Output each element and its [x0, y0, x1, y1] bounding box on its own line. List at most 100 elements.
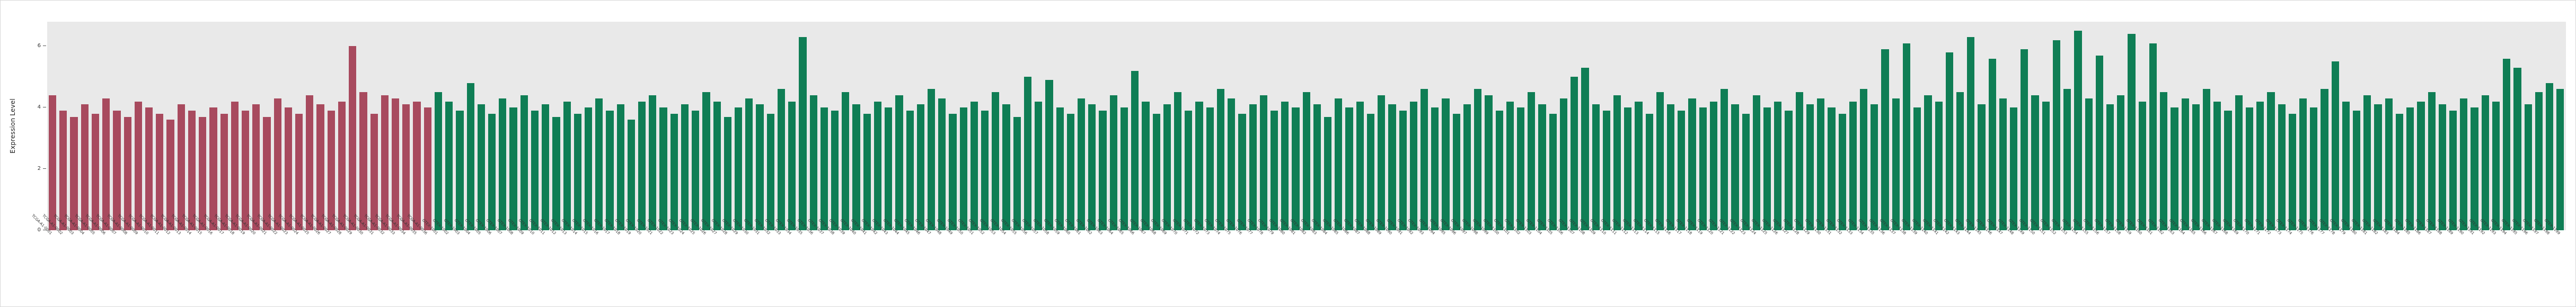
bar	[2095, 55, 2103, 230]
bar	[2545, 83, 2554, 230]
bar	[91, 113, 100, 230]
bar	[1281, 101, 1289, 230]
bar	[745, 98, 753, 230]
bar	[231, 101, 239, 230]
bar	[1967, 37, 1975, 230]
bar	[81, 104, 89, 230]
bar	[2278, 104, 2286, 230]
y-tick-label: 0	[37, 227, 41, 233]
bar	[638, 101, 646, 230]
bar	[1228, 98, 1236, 230]
bar	[1881, 49, 1889, 230]
bar	[959, 107, 967, 230]
bar	[2321, 89, 2328, 230]
bar	[1752, 95, 1760, 230]
bar	[2267, 92, 2275, 230]
bar	[2299, 98, 2307, 230]
bar	[1709, 101, 1718, 230]
bar	[2428, 92, 2436, 230]
bar	[2106, 104, 2114, 230]
bar	[1399, 111, 1407, 230]
bar	[1913, 107, 1921, 230]
bar	[2342, 101, 2350, 230]
bar	[2395, 113, 2404, 230]
bar	[1035, 101, 1043, 230]
y-tick-label: 2	[37, 166, 41, 172]
bar	[2406, 107, 2414, 230]
bar	[1259, 95, 1267, 230]
bar	[1549, 113, 1557, 230]
bar	[2117, 95, 2125, 230]
bar	[1078, 98, 1086, 230]
bar	[316, 104, 324, 230]
bar	[2363, 95, 2371, 230]
bar	[1978, 104, 1986, 230]
bar	[1924, 95, 1932, 230]
bar	[595, 98, 603, 230]
bar	[1516, 107, 1525, 230]
bar	[1892, 98, 1900, 230]
bar	[1859, 89, 1868, 230]
bar	[1945, 52, 1953, 230]
bar	[1195, 101, 1203, 230]
bar	[1699, 107, 1707, 230]
bar	[842, 92, 850, 230]
bar	[1678, 111, 1686, 230]
bar	[992, 92, 1000, 230]
bar	[392, 98, 400, 230]
bar	[1613, 95, 1621, 230]
bar	[1463, 104, 1471, 230]
bar	[2245, 107, 2254, 230]
bar	[2052, 40, 2061, 230]
bar	[1838, 113, 1846, 230]
y-tick-label: 4	[37, 104, 41, 111]
bar	[1421, 89, 1428, 230]
bar	[1366, 113, 1375, 230]
bar	[1742, 113, 1750, 230]
bar	[1056, 107, 1064, 230]
bar	[1002, 104, 1010, 230]
bar	[1871, 104, 1878, 230]
bar	[2492, 101, 2500, 230]
bar	[552, 116, 560, 230]
bar	[349, 46, 357, 230]
bar	[1378, 95, 1386, 230]
bar	[1131, 70, 1139, 230]
bar	[1356, 101, 1364, 230]
bar	[970, 101, 978, 230]
bar	[284, 107, 293, 230]
bar	[2438, 104, 2446, 230]
y-axis: 0 2 4 6	[1, 22, 47, 233]
bar	[1774, 101, 1782, 230]
bar	[2128, 34, 2136, 230]
bar	[1013, 116, 1021, 230]
bar	[145, 107, 153, 230]
bar	[1409, 101, 1417, 230]
bar	[413, 101, 421, 230]
bar	[1142, 101, 1150, 230]
bar	[713, 101, 721, 230]
bar	[2535, 92, 2543, 230]
bar	[681, 104, 689, 230]
bar	[1602, 111, 1610, 230]
bar	[220, 113, 228, 230]
bar	[1506, 101, 1514, 230]
bar	[499, 98, 507, 230]
bar	[584, 107, 593, 230]
bar	[831, 111, 839, 230]
bar	[2138, 101, 2146, 230]
bar	[1559, 98, 1568, 230]
bar	[799, 37, 807, 230]
bar	[1721, 89, 1728, 230]
bar	[949, 113, 957, 230]
bar	[2374, 104, 2382, 230]
bar	[702, 92, 710, 230]
bar	[531, 111, 539, 230]
bar	[1806, 104, 1814, 230]
bar	[241, 111, 250, 230]
bar	[852, 104, 860, 230]
bar	[1174, 92, 1182, 230]
bar	[2021, 49, 2028, 230]
bar	[1849, 101, 1857, 230]
bar	[1635, 101, 1643, 230]
